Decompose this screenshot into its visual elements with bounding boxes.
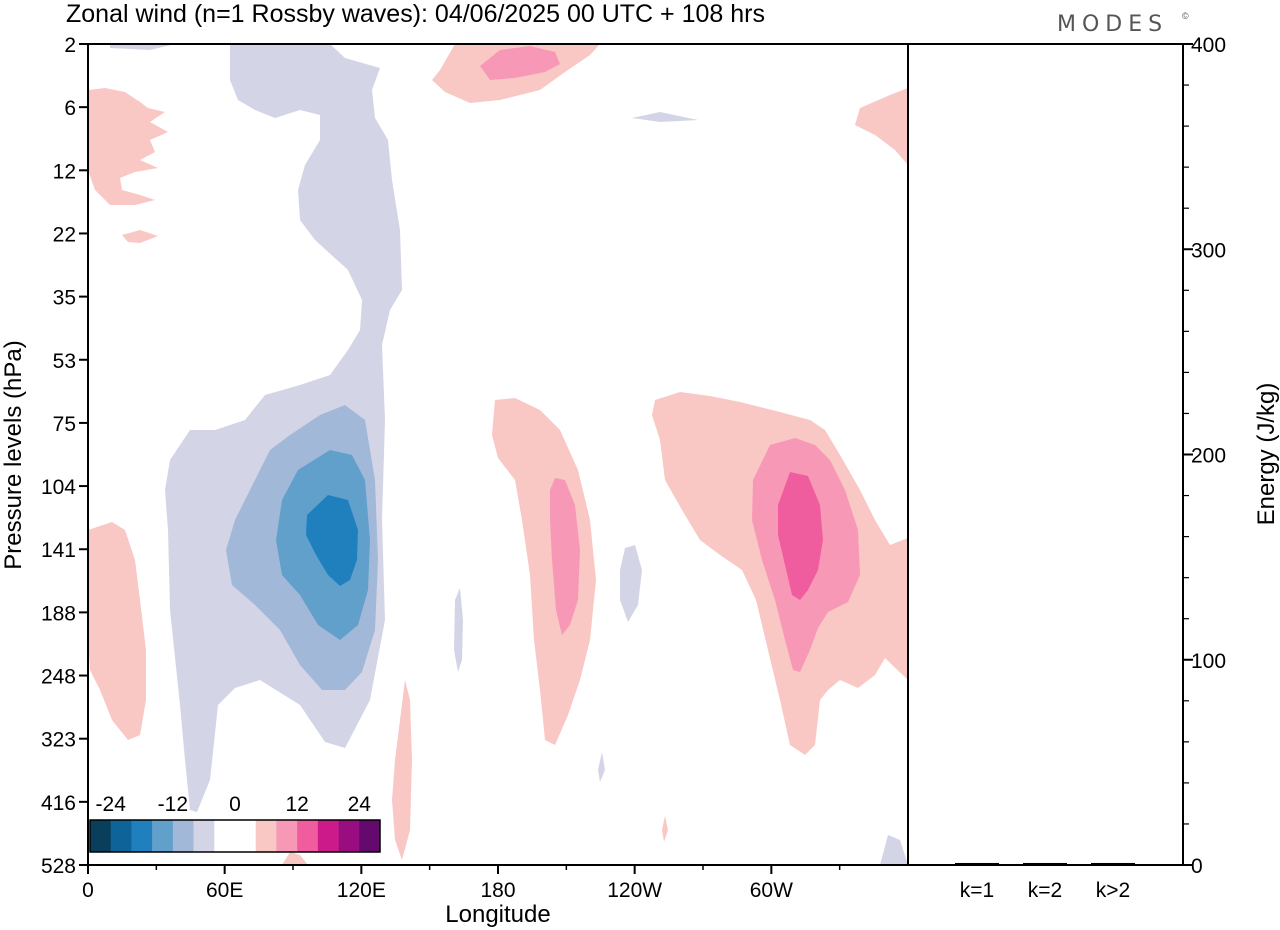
colorbar-swatch — [359, 820, 381, 852]
colorbar-swatch — [276, 820, 298, 852]
colorbar-swatch — [152, 820, 174, 852]
energy-category-label: k=1 — [960, 879, 994, 902]
contour-neg-band-1 — [880, 835, 908, 865]
y-tick-label: 188 — [41, 602, 76, 625]
y-tick-label: 35 — [53, 287, 76, 310]
y2-tick-label: 200 — [1191, 445, 1226, 468]
colorbar-swatch — [317, 820, 339, 852]
y-tick-label: 141 — [41, 539, 76, 562]
contour-pos-band-1 — [855, 88, 908, 165]
colorbar-swatch — [338, 820, 360, 852]
y-tick-label: 22 — [53, 223, 76, 246]
contour-neg-band-1 — [632, 112, 698, 122]
pressure-axis: 2 6 12 22 35 53 75 104 141 188 248 323 416 528 — [41, 34, 88, 878]
energy-bar — [1091, 862, 1135, 865]
contour-pos-band-1 — [392, 680, 412, 860]
chart-title: Zonal wind (n=1 Rossby waves): 04/06/202… — [66, 0, 765, 28]
colorbar-frame — [89, 819, 381, 853]
y-tick-label: 104 — [41, 476, 76, 499]
colorbar-swatch — [193, 820, 215, 852]
y-tick-label: 248 — [41, 666, 76, 689]
y-tick-label: 323 — [41, 729, 76, 752]
contour-pos-band-1 — [662, 816, 668, 842]
contour-pos-band-2 — [550, 478, 580, 635]
contour-pos-band-1 — [492, 398, 596, 745]
contour-neg-band-1 — [620, 545, 642, 622]
colorbar: -24 -12 0 12 24 — [89, 793, 381, 853]
longitude-axis: 0 60E 120E 180 120W 60W — [82, 865, 841, 902]
contour-neg-band-1 — [165, 44, 402, 812]
energy-bars: k=1 k=2 k>2 — [955, 862, 1135, 902]
y2-axis-label: Energy (J/kg) — [1253, 383, 1280, 526]
colorbar-swatch — [90, 820, 112, 852]
y-tick-label: 6 — [64, 97, 76, 120]
y2-tick-label: 300 — [1191, 239, 1226, 262]
y2-tick-label: 0 — [1191, 855, 1203, 878]
y-tick-label: 416 — [41, 792, 76, 815]
colorbar-swatch — [131, 820, 153, 852]
contour-pos-band-1 — [88, 88, 168, 205]
colorbar-swatch — [235, 820, 257, 852]
energy-category-label: k>2 — [1096, 879, 1130, 902]
y-axis-label: Pressure levels (hPa) — [0, 340, 27, 569]
y-tick-label: 12 — [53, 160, 76, 183]
y2-tick-label: 400 — [1191, 34, 1226, 57]
contour-neg-band-1 — [598, 752, 605, 782]
y-tick-label: 75 — [53, 413, 76, 436]
colorbar-swatch — [255, 820, 277, 852]
colorbar-label: 0 — [229, 793, 241, 816]
x-tick-label: 180 — [480, 879, 515, 902]
energy-bar — [955, 862, 999, 865]
x-tick-label: 0 — [82, 879, 94, 902]
colorbar-swatch — [214, 820, 236, 852]
contour-pos-band-1 — [88, 522, 146, 740]
colorbar-label: -12 — [158, 793, 188, 816]
contour-field — [88, 44, 908, 865]
x-tick-label: 120W — [607, 879, 662, 902]
modes-logo: MODES — [1057, 12, 1168, 37]
colorbar-label: 12 — [285, 793, 308, 816]
y2-tick-label: 100 — [1191, 650, 1226, 673]
colorbar-swatch — [172, 820, 194, 852]
y-tick-label: 528 — [41, 855, 76, 878]
energy-category-label: k=2 — [1028, 879, 1062, 902]
colorbar-label: -24 — [96, 793, 127, 816]
energy-axis: 0 100 200 300 400 — [1183, 34, 1226, 878]
contour-pos-band-1 — [122, 230, 158, 243]
contour-pos-band-1 — [282, 852, 308, 865]
x-axis-label: Longitude — [445, 901, 550, 928]
contour-neg-band-1 — [110, 44, 175, 50]
x-tick-label: 120E — [337, 879, 386, 902]
x-tick-label: 60E — [206, 879, 243, 902]
y-tick-label: 53 — [53, 350, 76, 373]
colorbar-label: 24 — [348, 793, 372, 816]
contour-neg-band-4 — [306, 495, 358, 586]
y-tick-label: 2 — [64, 34, 76, 57]
colorbar-swatch — [110, 820, 132, 852]
colorbar-swatch — [297, 820, 319, 852]
contour-neg-band-1 — [454, 588, 463, 672]
contour-pos-band-2 — [480, 46, 560, 80]
copyright-mark: © — [1182, 11, 1189, 21]
x-tick-label: 60W — [750, 879, 793, 902]
contour-pos-band-3 — [778, 472, 823, 600]
energy-bar — [1023, 862, 1067, 865]
